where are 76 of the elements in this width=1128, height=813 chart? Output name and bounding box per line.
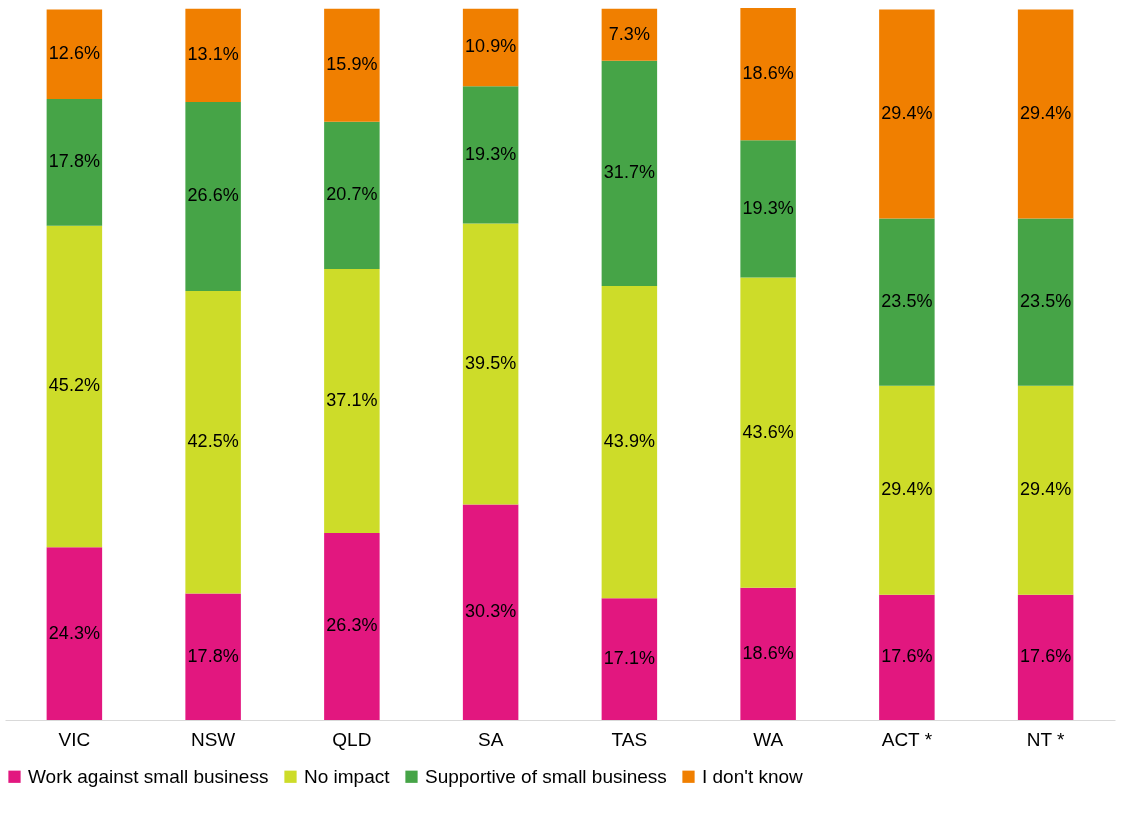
bar <box>462 8 519 87</box>
bar <box>185 101 241 292</box>
bar <box>324 121 380 270</box>
legend-label: Supportive of small business <box>425 765 667 787</box>
bar <box>601 598 658 720</box>
legend-label: Work against small business <box>28 765 269 787</box>
bar <box>740 277 796 588</box>
bar <box>1017 218 1074 386</box>
bar <box>601 8 658 61</box>
data-label: 19.3% <box>742 197 794 218</box>
data-label: 45.2% <box>48 375 100 396</box>
bar <box>601 286 658 599</box>
x-tick-label: NSW <box>190 728 236 750</box>
data-label: 17.8% <box>48 151 100 172</box>
data-label: 29.4% <box>1020 102 1072 123</box>
data-label: 24.3% <box>48 622 100 643</box>
data-label: 26.3% <box>326 615 378 636</box>
data-label: 18.6% <box>742 642 794 663</box>
bar <box>879 9 935 219</box>
legend-label: No impact <box>304 765 391 787</box>
data-label: 17.6% <box>881 646 933 667</box>
x-tick-label: ACT * <box>881 728 933 750</box>
data-label: 26.6% <box>187 185 239 206</box>
data-label: 29.4% <box>881 479 933 500</box>
bar <box>740 587 796 720</box>
x-tick-label: NT * <box>1026 728 1066 750</box>
x-tick-label: WA <box>753 728 784 750</box>
data-label: 20.7% <box>326 184 378 205</box>
bar <box>1017 594 1074 720</box>
data-label: 13.1% <box>187 44 239 65</box>
bar <box>879 218 935 386</box>
data-label: 15.9% <box>326 54 378 75</box>
data-label: 30.3% <box>465 601 517 622</box>
bar <box>462 223 519 505</box>
bar <box>185 593 241 720</box>
x-tick-label: QLD <box>332 728 372 750</box>
bar <box>324 8 380 122</box>
data-label: 29.4% <box>1020 479 1072 500</box>
data-label: 7.3% <box>608 23 650 44</box>
bar <box>462 504 519 720</box>
bar <box>1017 9 1074 219</box>
bar <box>879 594 935 720</box>
bar <box>324 532 380 720</box>
data-label: 29.4% <box>881 102 933 123</box>
bar <box>601 60 658 287</box>
bar <box>740 8 796 141</box>
data-label: 23.5% <box>1020 291 1072 312</box>
bar <box>324 269 380 533</box>
bar <box>879 385 935 595</box>
data-label: 39.5% <box>465 353 517 373</box>
data-label: 31.7% <box>603 162 655 183</box>
data-label: 19.3% <box>465 143 517 164</box>
data-label: 23.5% <box>881 291 933 312</box>
x-tick-label: SA <box>477 728 504 750</box>
bar <box>740 140 796 278</box>
bar <box>46 225 103 548</box>
x-tick-label: TAS <box>611 728 648 750</box>
x-tick-label: VIC <box>58 728 91 750</box>
data-label: 43.9% <box>603 431 655 452</box>
data-label: 12.6% <box>48 43 100 64</box>
legend-label: I don't know <box>702 765 804 787</box>
data-label: 17.8% <box>187 645 239 666</box>
data-label: 17.1% <box>603 648 655 669</box>
data-label: 18.6% <box>742 63 794 84</box>
data-label: 17.6% <box>1020 646 1072 667</box>
bar <box>46 547 103 720</box>
data-label: 43.6% <box>742 421 794 442</box>
bar <box>462 86 519 224</box>
bar <box>185 291 241 594</box>
bar <box>185 8 241 102</box>
data-label: 37.1% <box>326 389 378 410</box>
bar <box>1017 385 1074 595</box>
bar <box>46 9 103 100</box>
data-label: 10.9% <box>465 36 517 57</box>
data-label: 42.5% <box>187 431 239 452</box>
bar <box>46 99 103 226</box>
